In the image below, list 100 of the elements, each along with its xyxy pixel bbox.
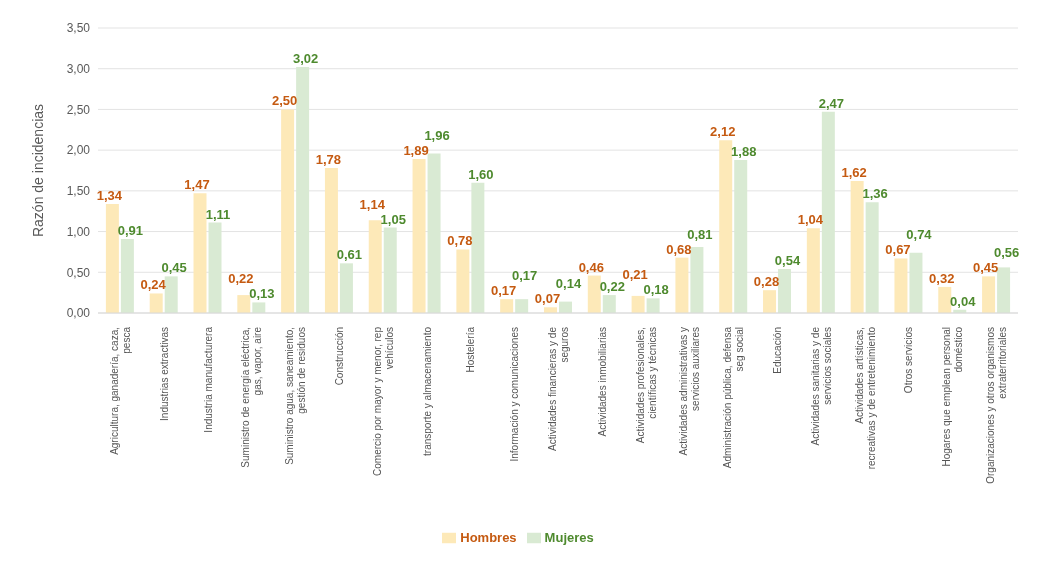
data-label: 0,61 xyxy=(336,247,363,263)
bar xyxy=(515,299,529,313)
data-label: 1,62 xyxy=(841,165,867,181)
data-label: 0,46 xyxy=(578,259,604,275)
bar xyxy=(631,295,645,313)
bar xyxy=(281,109,295,313)
data-label: 1,11 xyxy=(205,206,231,222)
data-label: 0,54 xyxy=(774,253,801,269)
bar xyxy=(675,257,689,313)
bar xyxy=(865,202,879,313)
data-label: 0,45 xyxy=(161,260,187,276)
y-tick-label: 0,00 xyxy=(66,306,91,321)
bar xyxy=(646,298,660,313)
bar xyxy=(587,275,601,313)
data-label: 0,17 xyxy=(491,283,517,299)
bar xyxy=(778,269,792,313)
bar xyxy=(368,220,382,313)
bar xyxy=(909,252,923,313)
bar xyxy=(164,276,178,313)
x-tick-label: Industria manufacturera xyxy=(202,326,214,433)
bar xyxy=(339,263,353,313)
data-label: 1,60 xyxy=(468,166,494,182)
data-label: 2,12 xyxy=(710,124,736,140)
data-label: 2,47 xyxy=(818,95,844,111)
data-label: 0,91 xyxy=(117,222,144,238)
bar xyxy=(500,299,514,313)
x-tick-label: transporte y almacenamiento xyxy=(421,326,433,456)
data-label: 1,14 xyxy=(359,196,386,212)
x-tick-label: Información y comunicaciones xyxy=(509,327,521,462)
data-label: 0,32 xyxy=(929,270,955,286)
x-tick-label: Hostelería xyxy=(465,326,477,373)
x-tick-label: Otros servicios xyxy=(903,327,915,394)
y-tick-label: 1,50 xyxy=(66,184,91,199)
bar xyxy=(237,295,251,313)
data-label: 1,34 xyxy=(96,187,123,203)
data-label: 1,96 xyxy=(424,128,450,144)
data-label: 1,05 xyxy=(380,211,406,227)
data-label: 0,68 xyxy=(666,241,692,257)
data-label: 0,07 xyxy=(534,291,561,307)
bar xyxy=(938,286,952,313)
x-tick-label: Actividades inmobiliarias xyxy=(596,327,608,437)
data-label: 0,28 xyxy=(753,274,780,290)
x-tick-label: Actividades financieras y de seguros xyxy=(547,326,570,451)
bar xyxy=(806,228,820,313)
data-label: 0,21 xyxy=(622,267,648,283)
x-tick-label: Construcción xyxy=(333,327,345,386)
bar xyxy=(602,295,616,313)
bar xyxy=(252,302,266,313)
legend-label: Mujeres xyxy=(544,530,594,545)
bar xyxy=(120,238,134,313)
data-label: 0,74 xyxy=(906,227,933,243)
y-axis-title: Razón de incidencias xyxy=(29,103,46,238)
bar xyxy=(690,247,704,313)
y-tick-label: 3,00 xyxy=(66,61,91,76)
y-tick-label: 2,50 xyxy=(66,102,91,117)
x-tick-label: Suministro de energía eléctrica, gas, vapor, aire xyxy=(240,326,264,468)
data-label: 0,17 xyxy=(512,268,538,284)
x-tick-label: Industrias extractivas xyxy=(158,327,170,421)
data-label: 0,22 xyxy=(599,279,625,295)
data-label: 0,78 xyxy=(447,233,473,249)
x-tick-label: Agricultura, ganadería, caza, pesca xyxy=(108,326,132,455)
bar xyxy=(719,140,733,313)
x-tick-label: Hogares que emplean personal doméstico xyxy=(941,326,965,467)
data-label: 0,18 xyxy=(643,282,669,298)
data-label: 0,56 xyxy=(993,245,1020,261)
bar xyxy=(734,159,748,313)
bar xyxy=(982,276,996,313)
y-tick-label: 1,00 xyxy=(66,224,91,239)
bar xyxy=(471,182,485,313)
legend-label: Hombres xyxy=(460,530,517,545)
data-label: 0,67 xyxy=(885,242,911,258)
data-label: 0,14 xyxy=(555,276,582,292)
bar xyxy=(456,249,470,313)
bar xyxy=(208,222,222,313)
data-label: 0,81 xyxy=(687,226,713,242)
bar xyxy=(850,181,864,313)
bar xyxy=(149,293,163,313)
y-tick-label: 0,50 xyxy=(66,265,91,280)
bar xyxy=(997,267,1011,313)
data-label: 0,04 xyxy=(950,293,977,309)
bar xyxy=(821,111,835,313)
data-label: 1,47 xyxy=(184,177,210,193)
bar xyxy=(105,203,119,313)
data-label: 3,02 xyxy=(292,51,319,67)
bar xyxy=(324,168,338,313)
bar xyxy=(296,67,310,313)
data-label: 0,45 xyxy=(972,260,999,276)
data-label: 0,24 xyxy=(140,277,167,293)
data-label: 1,88 xyxy=(731,143,757,159)
bar xyxy=(412,159,426,313)
data-label: 1,04 xyxy=(797,212,824,228)
data-label: 2,50 xyxy=(271,93,298,109)
data-label: 1,78 xyxy=(315,152,342,168)
y-tick-label: 3,50 xyxy=(66,21,91,36)
bar xyxy=(427,153,441,313)
bar xyxy=(193,193,207,313)
data-label: 0,22 xyxy=(228,271,254,287)
x-tick-label: Comercio por mayor y menor, rep vehículos xyxy=(371,326,395,476)
bar xyxy=(894,258,908,313)
data-label: 1,89 xyxy=(403,143,429,159)
